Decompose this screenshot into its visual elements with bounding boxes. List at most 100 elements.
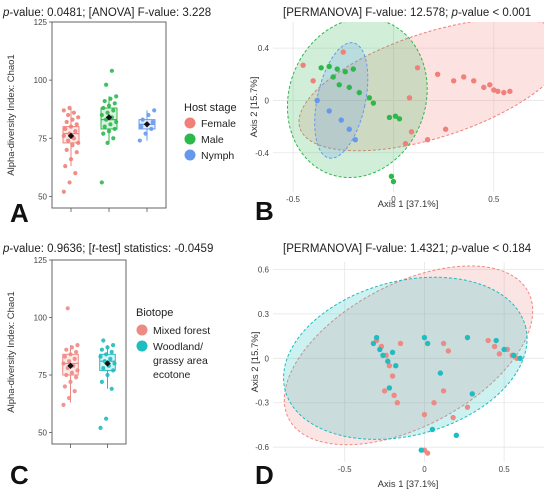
plot-content-d — [283, 265, 534, 456]
point-woodland-grassy-area-ecotone — [418, 447, 424, 453]
point-female — [61, 133, 66, 139]
point-mixed-forest — [386, 363, 393, 369]
point-woodland-grassy-area-ecotone — [108, 356, 113, 361]
point-female — [68, 157, 74, 162]
mean-marker-male — [105, 114, 113, 121]
panel-label-c: C — [10, 460, 29, 490]
legend-a: Female Male Nymph — [184, 117, 236, 162]
point-mixed-forest — [75, 368, 80, 373]
point-female — [507, 88, 513, 95]
point-woodland-grassy-area-ecotone — [517, 355, 523, 361]
xtick-label-d: 0 — [422, 465, 427, 474]
point-mixed-forest — [440, 340, 447, 347]
point-mixed-forest — [69, 370, 74, 375]
point-woodland-grassy-area-ecotone — [110, 343, 116, 348]
point-woodland-grassy-area-ecotone — [377, 346, 383, 353]
point-woodland-grassy-area-ecotone — [370, 340, 377, 347]
mean-marker-nymph — [143, 121, 151, 128]
point-male — [105, 140, 110, 145]
point-female — [300, 62, 306, 68]
point-woodland-grassy-area-ecotone — [469, 391, 475, 397]
point-mixed-forest — [73, 349, 79, 355]
point-female — [442, 126, 449, 132]
point-female — [402, 140, 409, 147]
point-woodland-grassy-area-ecotone — [385, 358, 391, 364]
point-female — [61, 189, 66, 194]
xtick-label-b: -0.5 — [286, 195, 300, 204]
point-nymph — [346, 126, 352, 132]
point-male — [388, 173, 395, 180]
panel-label-a: A — [10, 198, 29, 228]
point-woodland-grassy-area-ecotone — [393, 363, 399, 369]
point-female — [501, 89, 507, 96]
point-male — [101, 105, 106, 111]
point-mixed-forest — [67, 395, 72, 401]
point-mixed-forest — [72, 389, 77, 394]
ytick-label-a: 100 — [34, 76, 48, 85]
ytick-label-d: -0.6 — [255, 443, 269, 452]
point-male — [334, 66, 340, 72]
point-female — [408, 129, 415, 135]
ylabel-a: Alpha-diversity Index: Chao1 — [6, 54, 17, 175]
plot-content-b — [286, 22, 544, 185]
xlabel-b: Axis 1 [37.1%] — [378, 199, 439, 210]
point-woodland-grassy-area-ecotone — [464, 334, 471, 341]
point-woodland-grassy-area-ecotone — [380, 352, 386, 359]
point-mixed-forest — [62, 384, 68, 389]
point-male — [106, 103, 112, 108]
point-woodland-grassy-area-ecotone — [424, 340, 431, 347]
point-woodland-grassy-area-ecotone — [99, 379, 105, 384]
point-mixed-forest — [67, 359, 72, 364]
point-female — [450, 78, 457, 84]
point-woodland-grassy-area-ecotone — [493, 337, 499, 344]
mean-marker-woodland-grassy-area-ecotone — [104, 360, 111, 367]
point-woodland-grassy-area-ecotone — [101, 338, 106, 343]
point-female — [406, 95, 413, 101]
point-mixed-forest — [72, 356, 77, 361]
legend-label-mixed-forest: Mixed forest — [153, 325, 210, 337]
point-male — [396, 116, 403, 122]
point-male — [101, 131, 106, 136]
legend-label-woodland-3: ecotone — [153, 369, 191, 381]
point-female — [434, 71, 441, 78]
point-woodland-grassy-area-ecotone — [104, 352, 109, 357]
point-male — [111, 136, 116, 141]
point-female — [495, 88, 501, 95]
point-female — [70, 143, 75, 148]
point-female — [64, 119, 69, 125]
xlabel-d: Axis 1 [37.1%] — [378, 479, 439, 490]
point-female — [70, 117, 75, 122]
point-female — [340, 49, 346, 55]
point-female — [471, 78, 477, 84]
point-nymph — [146, 112, 151, 118]
plot-area-b — [273, 22, 544, 192]
title-a: p-value: 0.0481; [ANOVA] F-value: 3.228 — [2, 7, 211, 19]
ytick-label-a: 125 — [34, 18, 48, 27]
point-female — [66, 112, 71, 118]
ytick-label-a: 50 — [38, 192, 47, 201]
xtick-label-b: 0.5 — [488, 195, 500, 204]
point-nymph — [140, 117, 145, 122]
point-male — [112, 101, 117, 106]
point-male — [105, 110, 110, 115]
point-male — [330, 74, 336, 80]
point-nymph — [352, 136, 359, 143]
legend-swatch-woodland — [136, 340, 148, 352]
xtick-label-d: 0.5 — [499, 465, 511, 474]
ytick-label-c: 100 — [34, 314, 48, 323]
point-mixed-forest — [73, 375, 79, 380]
confidence-ellipse-nymph — [314, 42, 369, 159]
ytick-label-b: 0.4 — [258, 44, 270, 53]
point-mixed-forest — [431, 400, 437, 406]
confidence-ellipse-woodland-grassy-area-ecotone — [283, 276, 528, 440]
point-mixed-forest — [64, 347, 69, 352]
point-mixed-forest — [62, 354, 68, 359]
point-female — [76, 140, 81, 145]
point-female — [63, 126, 68, 132]
point-woodland-grassy-area-ecotone — [373, 334, 380, 341]
ytick-label-b: 0 — [265, 96, 270, 105]
ylabel-d: Axis 2 [15.7%] — [250, 332, 261, 393]
point-nymph — [137, 138, 142, 143]
point-mixed-forest — [389, 373, 396, 379]
point-male — [346, 84, 352, 91]
